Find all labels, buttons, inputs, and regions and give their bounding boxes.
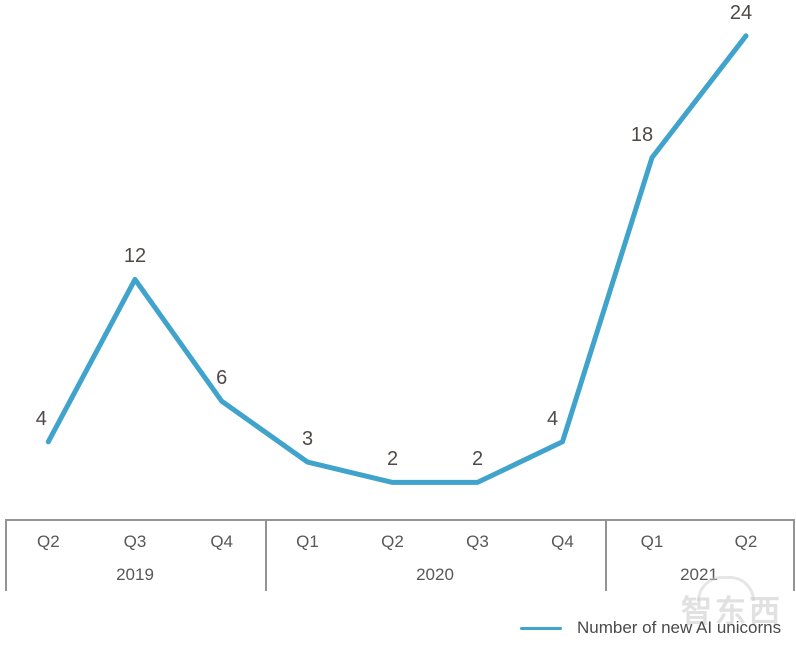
axis-year-label: 2019 bbox=[116, 565, 154, 584]
data-label: 24 bbox=[729, 1, 753, 24]
axis-quarter-label: Q4 bbox=[210, 532, 233, 551]
data-label: 4 bbox=[546, 407, 559, 430]
legend-label: Number of new AI unicorns bbox=[577, 618, 782, 637]
axis-quarter-label: Q2 bbox=[36, 532, 60, 551]
axis-quarter-label: Q4 bbox=[551, 532, 574, 551]
series-line bbox=[45, 33, 749, 485]
data-label: 3 bbox=[301, 428, 314, 451]
table-border bbox=[605, 519, 607, 591]
axis-quarter-label: Q2 bbox=[734, 532, 758, 551]
table-border bbox=[5, 519, 7, 591]
axis-quarter-label: Q2 bbox=[381, 532, 404, 551]
legend: Number of new AI unicorns bbox=[520, 618, 781, 638]
table-border bbox=[5, 519, 795, 521]
data-label: 6 bbox=[216, 367, 228, 390]
data-label: 18 bbox=[630, 123, 654, 146]
data-label: 2 bbox=[471, 448, 484, 471]
axis-quarter-label: Q3 bbox=[123, 532, 147, 551]
axis-quarter-label: Q3 bbox=[466, 532, 489, 551]
watermark: 智东西 bbox=[681, 594, 783, 629]
table-border bbox=[793, 519, 795, 591]
data-label: 12 bbox=[123, 245, 147, 268]
x-axis-table: Q2 Q3 Q4 2019 Q1 Q2 Q3 Q4 2020 Q1 Q2 2021 bbox=[0, 519, 796, 591]
data-label: 2 bbox=[386, 448, 399, 471]
axis-quarter-label: Q1 bbox=[296, 532, 319, 551]
legend-line-swatch bbox=[520, 626, 562, 630]
table-border bbox=[265, 519, 267, 591]
axis-quarter-label: Q1 bbox=[640, 532, 664, 551]
axis-year-label: 2020 bbox=[416, 565, 454, 584]
data-label: 4 bbox=[35, 407, 47, 430]
